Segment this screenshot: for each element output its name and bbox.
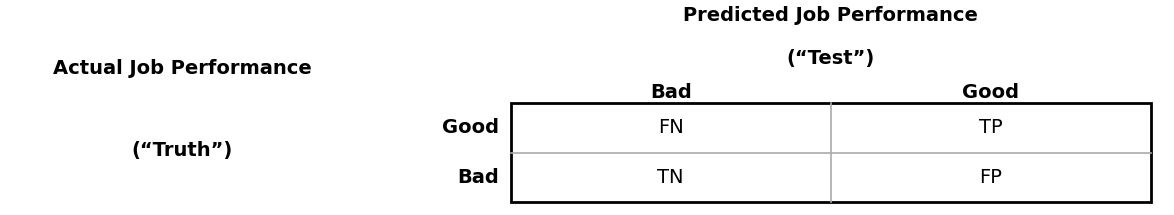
Text: Good: Good [962, 83, 1019, 102]
Text: Bad: Bad [457, 168, 499, 187]
Text: TN: TN [657, 168, 684, 187]
Text: FP: FP [979, 168, 1001, 187]
Text: (“Test”): (“Test”) [787, 49, 875, 68]
Text: TP: TP [979, 118, 1003, 137]
Text: Actual Job Performance: Actual Job Performance [53, 59, 311, 78]
Bar [511, 103, 1151, 202]
Text: Bad: Bad [649, 83, 691, 102]
Text: (“Truth”): (“Truth”) [131, 141, 232, 160]
Text: FN: FN [657, 118, 683, 137]
Text: Good: Good [441, 118, 499, 137]
Text: Predicted Job Performance: Predicted Job Performance [683, 6, 978, 25]
